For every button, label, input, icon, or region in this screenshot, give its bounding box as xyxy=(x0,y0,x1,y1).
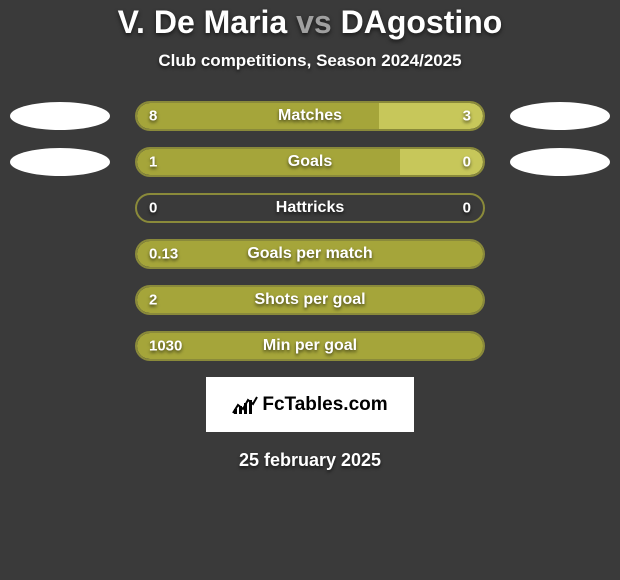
oval-left xyxy=(10,102,110,130)
stat-row: 2 Shots per goal xyxy=(0,285,620,315)
bar-area: 8 3 Matches xyxy=(135,101,485,131)
stat-row: 1 0 Goals xyxy=(0,147,620,177)
stats-rows: 8 3 Matches 1 0 Goals 0 0 Hattricks 0.13 Goals per… xyxy=(0,101,620,361)
page-title: V. De Maria vs DAgostino xyxy=(0,4,620,41)
value-left: 1030 xyxy=(149,338,182,355)
value-left: 1 xyxy=(149,154,157,171)
value-right: 0 xyxy=(463,200,471,217)
value-left: 2 xyxy=(149,292,157,309)
stat-label: Matches xyxy=(278,107,342,125)
oval-right xyxy=(510,148,610,176)
value-right: 0 xyxy=(463,154,471,171)
stat-row: 8 3 Matches xyxy=(0,101,620,131)
logo-box: FcTables.com xyxy=(206,377,414,432)
logo: FcTables.com xyxy=(232,394,387,416)
player1-name: V. De Maria xyxy=(118,4,288,40)
stat-row: 1030 Min per goal xyxy=(0,331,620,361)
vs-text: vs xyxy=(296,4,332,40)
date: 25 february 2025 xyxy=(0,450,620,471)
bar-area: 0 0 Hattricks xyxy=(135,193,485,223)
oval-left xyxy=(10,148,110,176)
value-left: 0 xyxy=(149,200,157,217)
bar-area: 2 Shots per goal xyxy=(135,285,485,315)
chart-icon xyxy=(232,395,258,415)
bar-left xyxy=(137,103,379,129)
oval-right xyxy=(510,102,610,130)
stat-row: 0.13 Goals per match xyxy=(0,239,620,269)
bar-area: 1030 Min per goal xyxy=(135,331,485,361)
subtitle: Club competitions, Season 2024/2025 xyxy=(0,51,620,71)
stat-label: Goals xyxy=(288,153,332,171)
logo-text: FcTables.com xyxy=(262,394,387,416)
stat-label: Min per goal xyxy=(263,337,357,355)
bar-area: 1 0 Goals xyxy=(135,147,485,177)
player2-name: DAgostino xyxy=(341,4,503,40)
bar-area: 0.13 Goals per match xyxy=(135,239,485,269)
stat-label: Hattricks xyxy=(276,199,344,217)
value-left: 0.13 xyxy=(149,246,178,263)
bar-left xyxy=(137,149,400,175)
stat-label: Goals per match xyxy=(247,245,372,263)
value-right: 3 xyxy=(463,108,471,125)
stat-label: Shots per goal xyxy=(254,291,365,309)
value-left: 8 xyxy=(149,108,157,125)
stat-row: 0 0 Hattricks xyxy=(0,193,620,223)
